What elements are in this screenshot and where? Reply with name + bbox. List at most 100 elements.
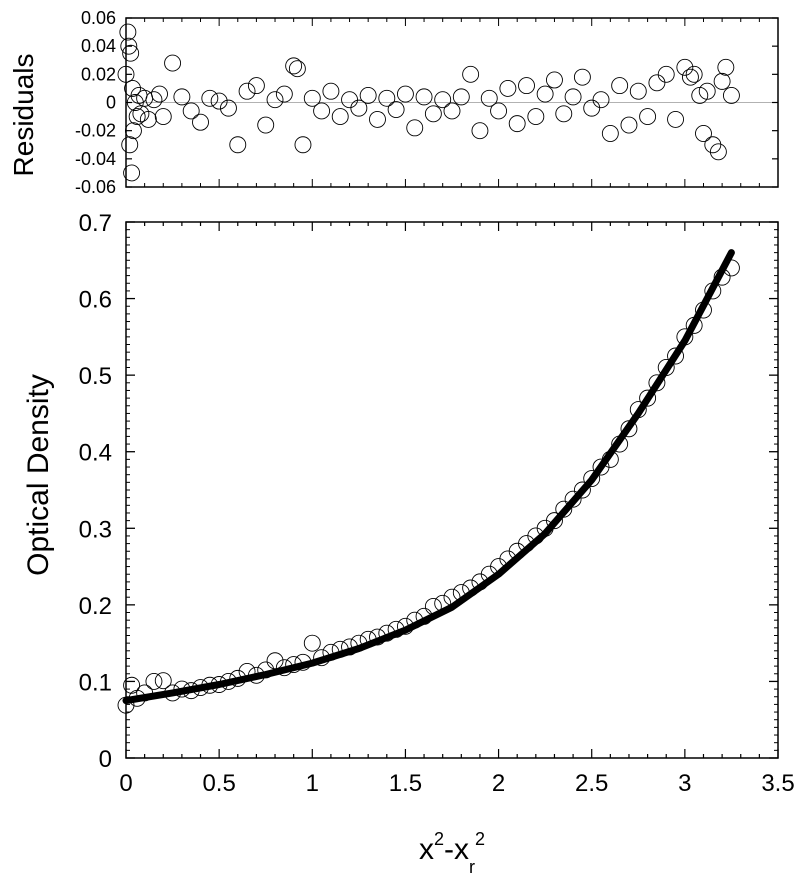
- residuals-points: [117, 23, 740, 182]
- residual-point: [182, 102, 200, 120]
- main-y-tick-label: 0.1: [79, 669, 112, 696]
- od-point: [154, 672, 172, 690]
- residual-point: [396, 85, 414, 103]
- residuals-y-tick-label: 0.02: [81, 64, 116, 84]
- residual-point: [698, 82, 716, 100]
- residual-point: [434, 91, 452, 109]
- residuals-y-tick-label: -0.06: [75, 177, 116, 197]
- residual-point: [117, 65, 135, 83]
- residual-point: [722, 87, 740, 104]
- residual-point: [415, 88, 433, 106]
- od-point: [667, 347, 684, 365]
- residual-point: [154, 108, 172, 126]
- residuals-y-tick-label: -0.04: [75, 149, 116, 169]
- main-x-ticks: 0 0.5 1 1.5 2 2.5 3 3.5: [119, 222, 795, 797]
- main-y-tick-label: 0: [99, 746, 112, 773]
- od-point: [546, 512, 563, 530]
- residual-point: [667, 110, 684, 128]
- residual-point: [123, 164, 141, 182]
- residual-point: [518, 77, 535, 95]
- od-point: [303, 634, 321, 652]
- residual-point: [294, 136, 312, 154]
- optical-density-panel: 00.10.20.30.40.50.60.7 0 0.5 1 1.5 2 2.5 3 3.5 …: [22, 210, 795, 877]
- residual-point: [164, 54, 182, 72]
- residual-point: [601, 125, 619, 142]
- residual-point: [657, 65, 675, 83]
- residual-point: [717, 58, 735, 76]
- residual-point: [350, 99, 368, 117]
- residual-point: [695, 125, 712, 142]
- residual-point: [121, 136, 139, 154]
- residuals-y-tick-label: -0.02: [75, 121, 116, 141]
- residual-point: [704, 136, 722, 154]
- od-point: [573, 481, 591, 499]
- residuals-y-tick-label: 0.04: [81, 36, 116, 56]
- residual-point: [462, 65, 480, 83]
- residuals-panel: 0.06 0.04 0.02 0 -0.02 -0.04 -0.06 Residuals: [8, 8, 779, 197]
- residuals-y-tick-label: 0: [106, 93, 116, 113]
- residual-point: [676, 58, 694, 76]
- residual-point: [285, 57, 303, 75]
- residual-point: [322, 82, 340, 100]
- main-x-tick-label: 1: [306, 770, 319, 797]
- residual-point: [546, 71, 563, 89]
- residual-point: [629, 82, 647, 100]
- residual-point: [424, 105, 442, 123]
- od-point: [583, 470, 601, 487]
- main-y-axis-title: Optical Density: [22, 374, 55, 576]
- residual-point: [709, 143, 727, 161]
- residual-point: [247, 77, 265, 95]
- residual-point: [151, 85, 168, 103]
- residual-point: [192, 113, 209, 131]
- main-y-tick-label: 0.6: [79, 287, 112, 314]
- main-y-ticks: 0 0.1 0.2 0.3 0.4 0.5 0.6 0.7: [79, 210, 778, 773]
- main-x-tick-label: 1.5: [389, 770, 422, 797]
- residual-point: [471, 122, 489, 140]
- od-point: [145, 672, 163, 690]
- main-x-tick-label: 2.5: [575, 770, 608, 797]
- residual-point: [257, 116, 275, 134]
- residuals-y-axis-title: Residuals: [8, 54, 39, 177]
- x-label-sub: r: [469, 857, 475, 877]
- main-x-axis-title: x2-xr2: [419, 829, 485, 877]
- residual-point: [313, 102, 331, 120]
- residual-point: [592, 91, 610, 109]
- main-y-tick-label: 0.4: [79, 440, 112, 467]
- main-y-tick-label: 0.2: [79, 593, 112, 620]
- residuals-y-ticks: 0.06 0.04 0.02 0 -0.02 -0.04 -0.06: [75, 8, 778, 197]
- residual-point: [713, 72, 731, 90]
- residual-point: [639, 108, 657, 126]
- residual-point: [201, 89, 219, 107]
- residual-point: [124, 79, 141, 97]
- main-x-tick-label: 2: [492, 770, 505, 797]
- residual-point: [275, 85, 293, 103]
- residual-point: [499, 79, 517, 97]
- residual-point: [288, 60, 306, 78]
- residual-point: [583, 99, 601, 117]
- main-x-tick-label: 3: [678, 770, 691, 797]
- main-x-tick-label: 0: [119, 770, 132, 797]
- residual-point: [125, 122, 142, 140]
- residual-point: [406, 119, 424, 137]
- od-point: [639, 389, 657, 407]
- residual-point: [555, 105, 573, 123]
- residual-point: [443, 102, 461, 120]
- residual-point: [139, 110, 157, 128]
- main-x-tick-label: 3.5: [761, 770, 794, 797]
- residual-point: [173, 88, 191, 106]
- od-point: [564, 490, 582, 508]
- main-x-tick-label: 0.5: [202, 770, 235, 797]
- residual-point: [341, 91, 358, 109]
- residuals-x-ticks: [125, 18, 779, 187]
- x-label-sup-2: 2: [475, 829, 485, 849]
- residual-point: [480, 89, 498, 107]
- main-y-tick-label: 0.7: [79, 210, 112, 237]
- residual-point: [331, 108, 349, 126]
- residual-point: [359, 87, 377, 104]
- residual-point: [648, 74, 666, 92]
- residual-point: [238, 82, 256, 100]
- optical-density-points: [117, 259, 740, 714]
- residual-point: [145, 91, 163, 109]
- residual-point: [119, 23, 137, 41]
